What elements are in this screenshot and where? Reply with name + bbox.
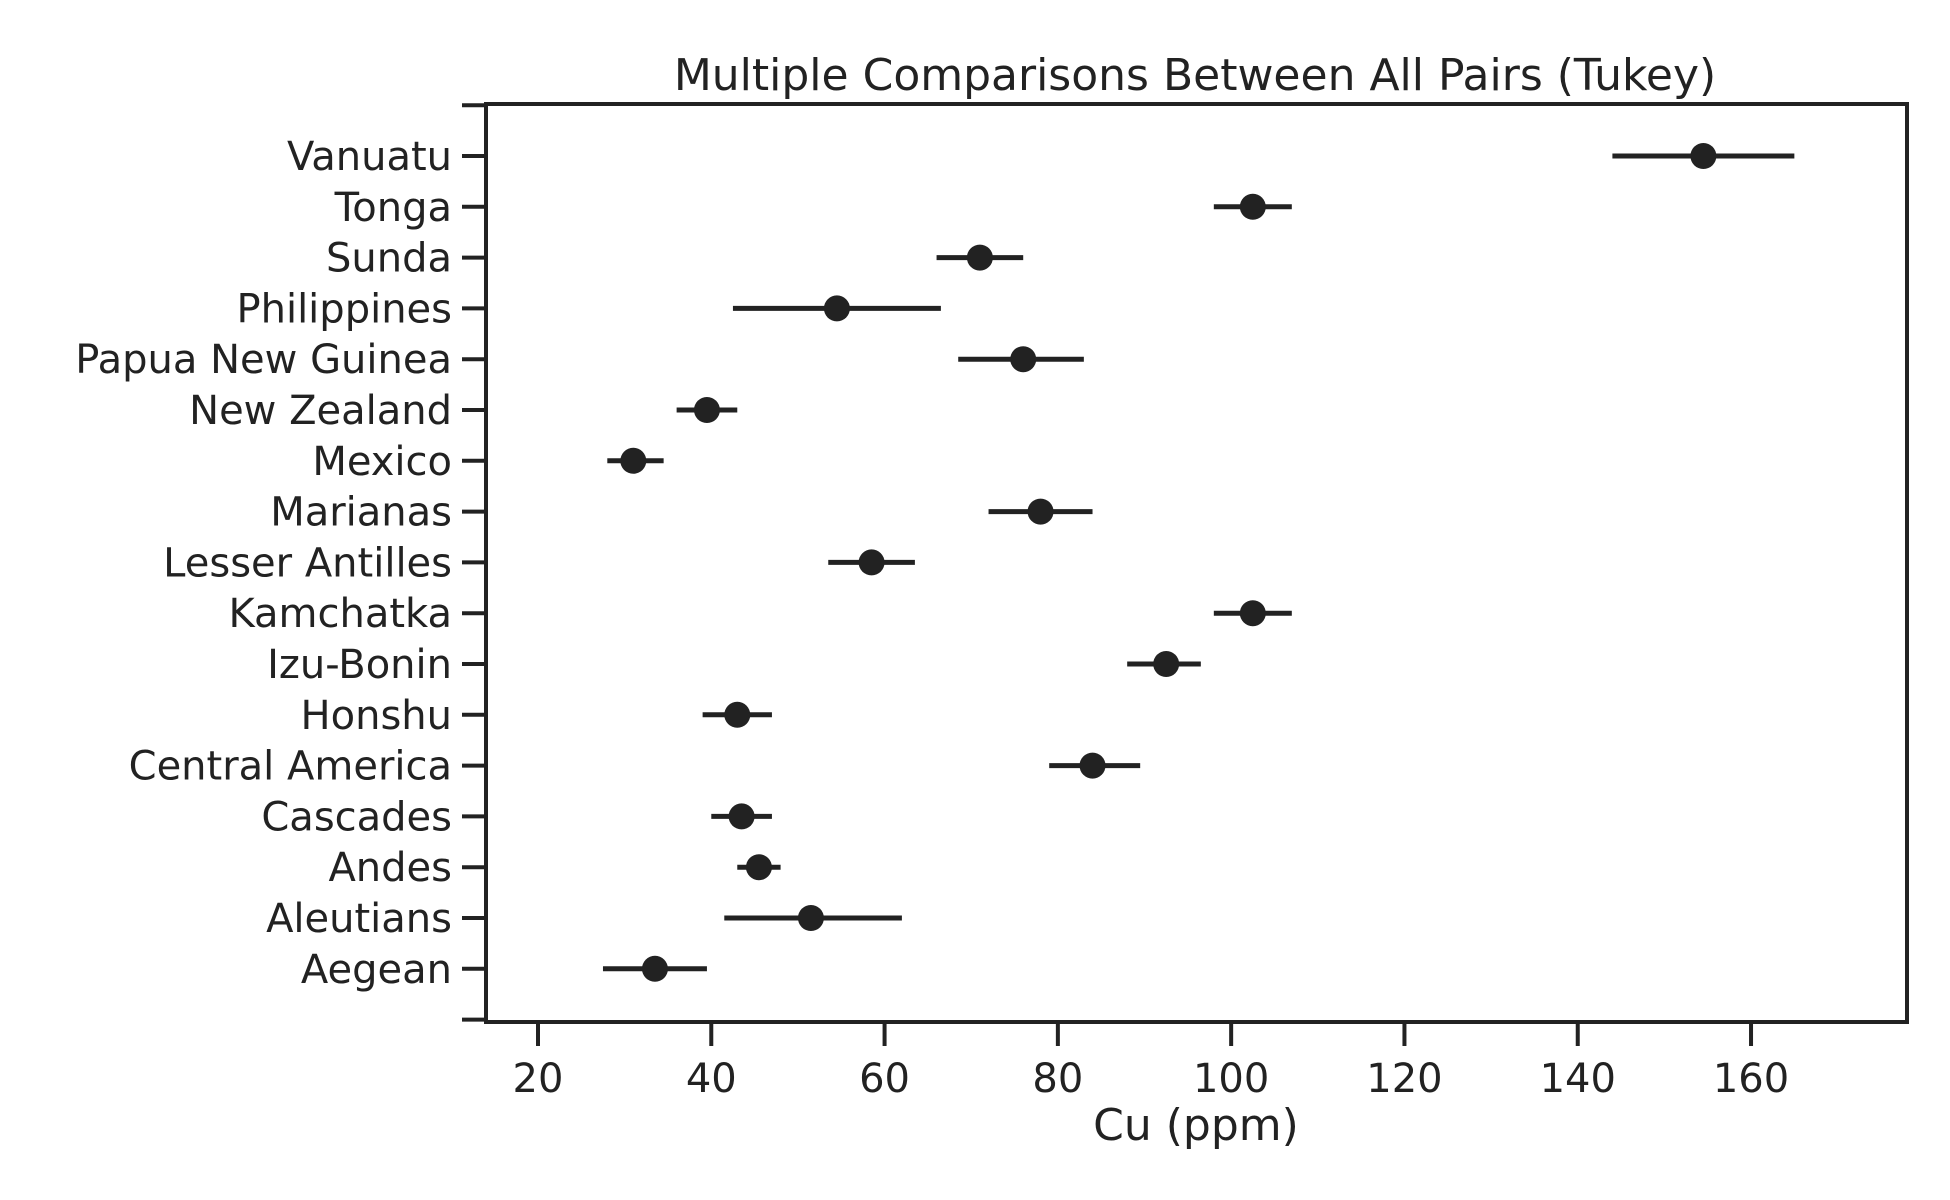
mean-point <box>1239 600 1266 627</box>
x-tick-label: 40 <box>686 1056 737 1102</box>
y-tick-label: Tonga <box>334 185 452 231</box>
x-tick-label: 20 <box>513 1056 564 1102</box>
y-tick-label: Cascades <box>261 794 452 840</box>
y-tick-label: New Zealand <box>189 388 452 434</box>
y-tick-label: Papua New Guinea <box>75 337 452 383</box>
mean-point <box>1010 346 1037 373</box>
mean-point <box>620 447 647 474</box>
x-tick-label: 100 <box>1193 1056 1269 1102</box>
mean-point <box>858 549 885 576</box>
y-tick-label: Vanuatu <box>287 134 452 180</box>
chart-title: Multiple Comparisons Between All Pairs (… <box>674 50 1716 101</box>
y-tick-label: Honshu <box>301 693 452 739</box>
y-tick-label: Andes <box>328 845 452 891</box>
y-tick-label: Sunda <box>326 236 452 282</box>
mean-point <box>728 803 755 830</box>
x-tick-label: 80 <box>1032 1056 1083 1102</box>
mean-point <box>966 244 993 271</box>
mean-point <box>693 397 720 423</box>
mean-point <box>1027 498 1054 525</box>
mean-point <box>745 854 772 881</box>
y-tick-label: Kamchatka <box>228 591 452 637</box>
mean-point <box>1239 193 1266 220</box>
mean-point <box>724 701 751 728</box>
y-tick-label: Izu-Bonin <box>267 642 452 688</box>
plot-frame <box>484 102 1909 1024</box>
y-tick-label: Philippines <box>236 286 452 332</box>
x-tick-label: 60 <box>859 1056 910 1102</box>
mean-point <box>797 905 824 931</box>
mean-point <box>823 295 850 322</box>
y-tick-label: Aegean <box>301 947 452 993</box>
mean-point <box>1690 143 1717 169</box>
x-axis: 20 40 60 80 100 120 140 160 <box>513 1022 1789 1102</box>
x-tick-label: 160 <box>1713 1056 1789 1102</box>
mean-point <box>641 955 668 982</box>
x-tick-label: 140 <box>1540 1056 1616 1102</box>
y-tick-label: Marianas <box>270 490 452 536</box>
y-tick-label: Mexico <box>312 439 452 485</box>
y-tick-label: Aleutians <box>266 896 452 942</box>
mean-point <box>1079 752 1106 779</box>
x-axis-label: Cu (ppm) <box>1093 1100 1299 1151</box>
x-tick-label: 120 <box>1366 1056 1442 1102</box>
y-tick-label: Lesser Antilles <box>163 540 452 586</box>
data-marks <box>602 143 1795 982</box>
y-tick-label: Central America <box>129 744 452 790</box>
mean-point <box>1153 651 1180 677</box>
